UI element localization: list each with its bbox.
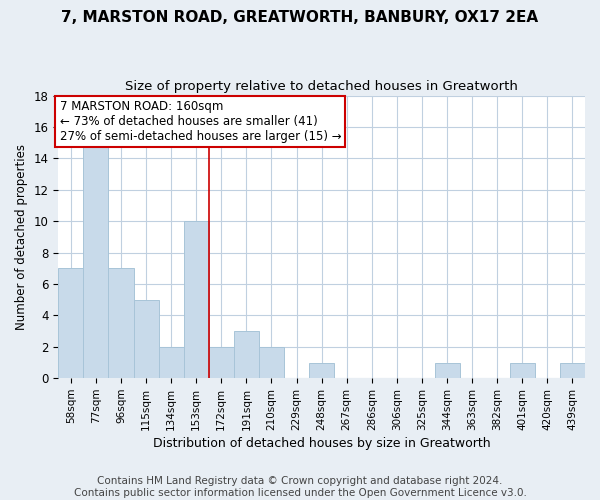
Text: 7 MARSTON ROAD: 160sqm
← 73% of detached houses are smaller (41)
27% of semi-det: 7 MARSTON ROAD: 160sqm ← 73% of detached… <box>59 100 341 144</box>
Bar <box>560 362 585 378</box>
Y-axis label: Number of detached properties: Number of detached properties <box>15 144 28 330</box>
Bar <box>134 300 158 378</box>
Bar <box>510 362 535 378</box>
Bar <box>434 362 460 378</box>
Bar <box>184 221 209 378</box>
Bar <box>234 331 259 378</box>
X-axis label: Distribution of detached houses by size in Greatworth: Distribution of detached houses by size … <box>153 437 490 450</box>
Bar <box>259 347 284 378</box>
Bar <box>83 142 109 378</box>
Bar <box>309 362 334 378</box>
Text: 7, MARSTON ROAD, GREATWORTH, BANBURY, OX17 2EA: 7, MARSTON ROAD, GREATWORTH, BANBURY, OX… <box>61 10 539 25</box>
Bar <box>158 347 184 378</box>
Text: Contains HM Land Registry data © Crown copyright and database right 2024.
Contai: Contains HM Land Registry data © Crown c… <box>74 476 526 498</box>
Bar <box>209 347 234 378</box>
Bar <box>58 268 83 378</box>
Title: Size of property relative to detached houses in Greatworth: Size of property relative to detached ho… <box>125 80 518 93</box>
Bar <box>109 268 134 378</box>
